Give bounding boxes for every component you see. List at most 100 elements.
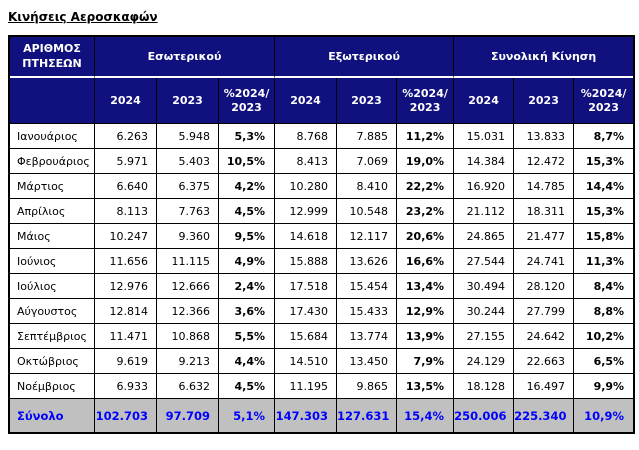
month-row: Μάρτιος 6.640 6.375 4,2% 10.280 8.410 22,2% 16.…: [10, 174, 634, 199]
value-cell: 18.311: [514, 199, 575, 224]
value-cell: 30.494: [454, 274, 515, 299]
month-row: Ιούνιος 11.656 11.115 4,9% 15.888 13.626 16,6%…: [10, 249, 634, 274]
percent-cell: 9,9%: [574, 374, 634, 399]
month-row: Ιούλιος 12.976 12.666 2,4% 17.518 15.454 13,4%…: [10, 274, 634, 299]
value-cell: 8.113: [95, 199, 157, 224]
value-cell: 24.642: [514, 324, 575, 349]
percent-cell: 4,9%: [219, 249, 276, 274]
total-percent-cell: 15,4%: [397, 399, 455, 432]
value-cell: 12.117: [337, 224, 398, 249]
value-cell: 10.247: [95, 224, 157, 249]
value-cell: 17.518: [275, 274, 338, 299]
total-value-cell: 102.703: [95, 399, 157, 432]
total-percent-cell: 5,1%: [219, 399, 276, 432]
sub-header-international-pct: %2024/ 2023: [397, 78, 455, 124]
total-value-cell: 225.340: [514, 399, 575, 432]
percent-cell: 8,7%: [574, 124, 634, 149]
value-cell: 27.799: [514, 299, 575, 324]
month-cell: Απρίλιος: [10, 199, 95, 224]
percent-cell: 8,8%: [574, 299, 634, 324]
value-cell: 28.120: [514, 274, 575, 299]
percent-cell: 15,8%: [574, 224, 634, 249]
value-cell: 14.618: [275, 224, 338, 249]
value-cell: 17.430: [275, 299, 338, 324]
percent-cell: 13,9%: [397, 324, 455, 349]
percent-cell: 13,5%: [397, 374, 455, 399]
value-cell: 12.366: [157, 299, 219, 324]
value-cell: 9.619: [95, 349, 157, 374]
page-title: Κινήσεις Αεροσκαφών: [8, 10, 158, 24]
value-cell: 5.971: [95, 149, 157, 174]
value-cell: 9.865: [337, 374, 398, 399]
value-cell: 9.213: [157, 349, 219, 374]
percent-cell: 15,3%: [574, 149, 634, 174]
value-cell: 11.195: [275, 374, 338, 399]
value-cell: 6.375: [157, 174, 219, 199]
value-cell: 12.472: [514, 149, 575, 174]
month-cell: Ιούλιος: [10, 274, 95, 299]
value-cell: 16.497: [514, 374, 575, 399]
percent-cell: 6,5%: [574, 349, 634, 374]
corner-header-cell: ΑΡΙΘΜΟΣ ΠΤΗΣΕΩΝ: [10, 37, 95, 78]
value-cell: 7.069: [337, 149, 398, 174]
month-row: Αύγουστος 12.814 12.366 3,6% 17.430 15.433 12,…: [10, 299, 634, 324]
month-row: Φεβρουάριος 5.971 5.403 10,5% 8.413 7.069 19,0…: [10, 149, 634, 174]
total-percent-cell: 10,9%: [574, 399, 634, 432]
percent-cell: 16,6%: [397, 249, 455, 274]
month-cell: Νοέμβριος: [10, 374, 95, 399]
flights-table: ΑΡΙΘΜΟΣ ΠΤΗΣΕΩΝ Εσωτερικού Εξωτερικού Συ…: [8, 35, 636, 434]
month-cell: Μάιος: [10, 224, 95, 249]
sub-header-empty: [10, 78, 95, 124]
percent-cell: 4,5%: [219, 199, 276, 224]
value-cell: 8.410: [337, 174, 398, 199]
value-cell: 6.640: [95, 174, 157, 199]
month-row: Απρίλιος 8.113 7.763 4,5% 12.999 10.548 23,2% 2…: [10, 199, 634, 224]
value-cell: 15.433: [337, 299, 398, 324]
value-cell: 22.663: [514, 349, 575, 374]
value-cell: 12.999: [275, 199, 338, 224]
value-cell: 15.684: [275, 324, 338, 349]
value-cell: 11.115: [157, 249, 219, 274]
value-cell: 27.155: [454, 324, 515, 349]
value-cell: 5.403: [157, 149, 219, 174]
value-cell: 13.450: [337, 349, 398, 374]
value-cell: 14.510: [275, 349, 338, 374]
total-value-cell: 127.631: [337, 399, 398, 432]
value-cell: 18.128: [454, 374, 515, 399]
month-cell: Ιανουάριος: [10, 124, 95, 149]
sub-header-domestic-2023: 2023: [157, 78, 219, 124]
value-cell: 21.112: [454, 199, 515, 224]
value-cell: 10.548: [337, 199, 398, 224]
month-row: Μάιος 10.247 9.360 9,5% 14.618 12.117 20,6% 24.…: [10, 224, 634, 249]
percent-cell: 9,5%: [219, 224, 276, 249]
percent-cell: 11,3%: [574, 249, 634, 274]
value-cell: 7.763: [157, 199, 219, 224]
value-cell: 6.632: [157, 374, 219, 399]
sub-header-domestic-pct: %2024/ 2023: [219, 78, 276, 124]
percent-cell: 3,6%: [219, 299, 276, 324]
percent-cell: 5,3%: [219, 124, 276, 149]
value-cell: 7.885: [337, 124, 398, 149]
value-cell: 8.768: [275, 124, 338, 149]
sub-header-row: 2024 2023 %2024/ 2023 2024 2023 %2024/ 2…: [10, 78, 634, 124]
percent-cell: 10,5%: [219, 149, 276, 174]
percent-cell: 14,4%: [574, 174, 634, 199]
value-cell: 30.244: [454, 299, 515, 324]
month-cell: Φεβρουάριος: [10, 149, 95, 174]
sub-header-total-2024: 2024: [454, 78, 515, 124]
value-cell: 6.933: [95, 374, 157, 399]
sub-header-total-2023: 2023: [514, 78, 575, 124]
percent-cell: 23,2%: [397, 199, 455, 224]
value-cell: 15.454: [337, 274, 398, 299]
percent-cell: 8,4%: [574, 274, 634, 299]
value-cell: 11.656: [95, 249, 157, 274]
value-cell: 5.948: [157, 124, 219, 149]
percent-cell: 2,4%: [219, 274, 276, 299]
group-header-row: ΑΡΙΘΜΟΣ ΠΤΗΣΕΩΝ Εσωτερικού Εξωτερικού Συ…: [10, 37, 634, 78]
value-cell: 12.814: [95, 299, 157, 324]
total-row: Σύνολο 102.703 97.709 5,1% 147.303 127.631 15,…: [10, 399, 634, 432]
page: Κινήσεις Αεροσκαφών ΑΡΙΘΜΟΣ ΠΤΗΣΕΩΝ Εσωτ…: [8, 10, 636, 434]
value-cell: 14.384: [454, 149, 515, 174]
value-cell: 12.666: [157, 274, 219, 299]
sub-header-international-2024: 2024: [275, 78, 338, 124]
